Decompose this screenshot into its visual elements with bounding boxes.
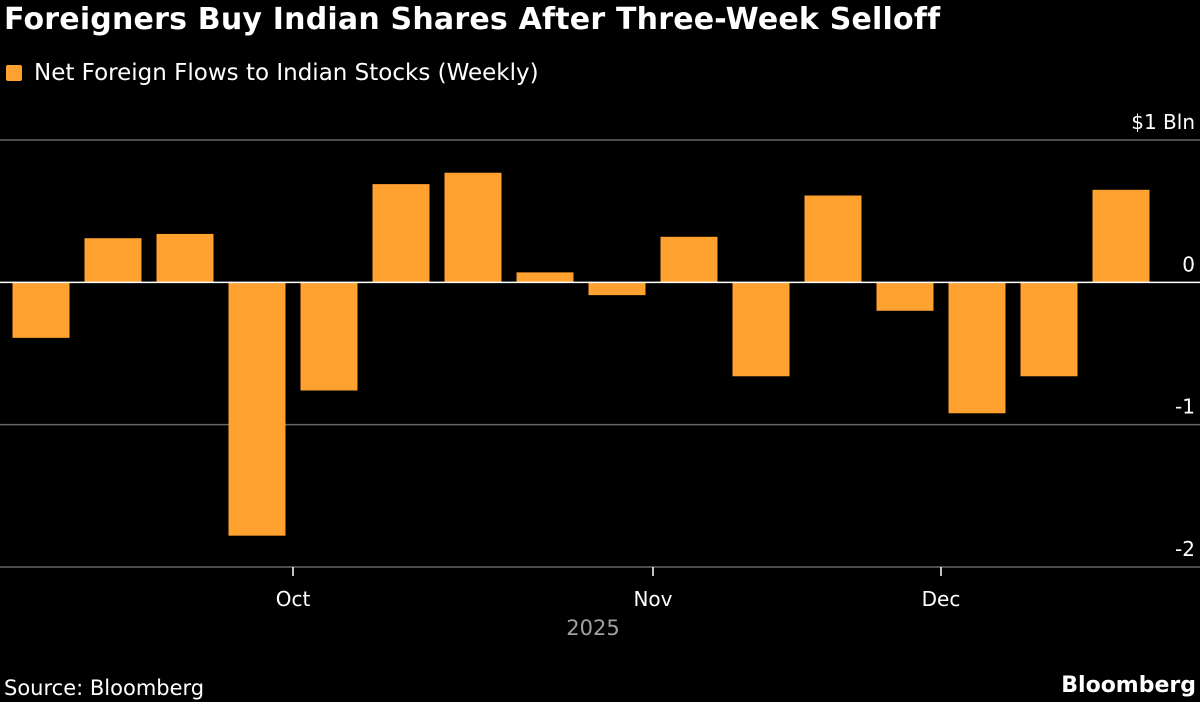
x-year-label: 2025 [566, 616, 619, 640]
legend-label: Net Foreign Flows to Indian Stocks (Week… [34, 60, 539, 86]
bar [1020, 282, 1078, 377]
bar [876, 282, 934, 311]
bar [804, 195, 862, 283]
y-tick-label: -2 [1175, 537, 1195, 561]
bar [444, 172, 502, 283]
bar [84, 238, 142, 283]
y-tick-label: -1 [1175, 395, 1195, 419]
source-note: Source: Bloomberg [4, 676, 205, 700]
bar [516, 272, 574, 283]
bar [300, 282, 358, 391]
bar [948, 282, 1006, 414]
bar [588, 282, 646, 296]
bar [156, 233, 214, 283]
y-tick-label: 0 [1182, 252, 1195, 276]
bloomberg-logo: Bloomberg [1061, 673, 1196, 698]
bar [1092, 189, 1150, 283]
y-tick-label: $1 Bln [1131, 110, 1195, 134]
bar [228, 282, 286, 536]
legend-swatch [6, 65, 22, 81]
chart-title: Foreigners Buy Indian Shares After Three… [4, 2, 941, 37]
bar [660, 236, 718, 283]
bar [732, 282, 790, 377]
x-tick-label: Nov [633, 587, 672, 611]
legend: Net Foreign Flows to Indian Stocks (Week… [4, 60, 539, 86]
bar [12, 282, 70, 338]
bar [372, 184, 430, 283]
x-tick-label: Oct [276, 587, 311, 611]
x-tick-label: Dec [922, 587, 961, 611]
